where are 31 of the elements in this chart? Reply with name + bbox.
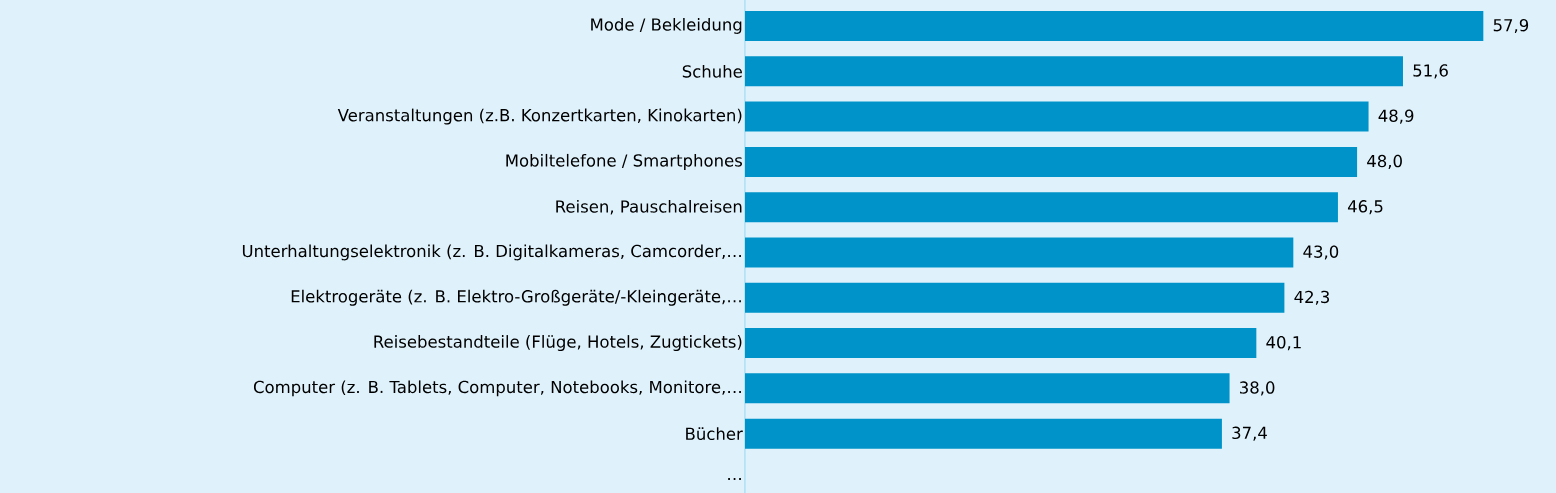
data-label: 48,0	[1367, 154, 1402, 169]
bar	[745, 237, 1294, 268]
bar	[745, 11, 1484, 41]
y-tick-label: Elektrogeräte (z. B. Elektro-Großgeräte/-Kleingeräte,…	[291, 289, 741, 306]
y-tick-label: …	[728, 477, 741, 480]
data-label: 40,1	[1266, 335, 1301, 351]
y-tick-label: Mode / Bekleidung	[591, 18, 742, 34]
data-label: 48,9	[1378, 109, 1414, 124]
data-label: 43,0	[1303, 245, 1339, 260]
data-label: 42,3	[1294, 290, 1330, 305]
data-label: 38,0	[1240, 381, 1275, 396]
data-label: 46,5	[1347, 200, 1383, 215]
y-tick-label: Veranstaltungen (z.B. Konzertkarten, Kinokarten)	[337, 108, 742, 125]
bar	[745, 282, 1285, 313]
bar	[745, 146, 1358, 177]
y-tick-label: Reisen, Pauschalreisen	[556, 199, 742, 215]
bar	[745, 328, 1257, 359]
y-tick-label: Reisebestandteile (Flüge, Hotels, Zugtickets)	[374, 335, 742, 352]
y-tick-label: Schuhe	[682, 64, 742, 78]
data-label: 37,4	[1232, 426, 1267, 441]
y-tick-label: Mobiltelefone / Smartphones	[506, 153, 743, 170]
bar	[745, 373, 1230, 404]
data-label: 57,9	[1493, 18, 1529, 34]
bar	[745, 56, 1403, 87]
bar	[745, 418, 1222, 449]
bar	[745, 192, 1338, 223]
y-tick-label: Unterhaltungselektronik (z. B. Digitalkameras, Camcorder,…	[242, 244, 741, 261]
y-tick-label: Bücher	[686, 427, 743, 441]
bar	[745, 101, 1369, 132]
y-tick-label: Computer (z. B. Tablets, Computer, Notebooks, Monitore,…	[253, 380, 741, 397]
data-label: 51,6	[1413, 64, 1448, 79]
